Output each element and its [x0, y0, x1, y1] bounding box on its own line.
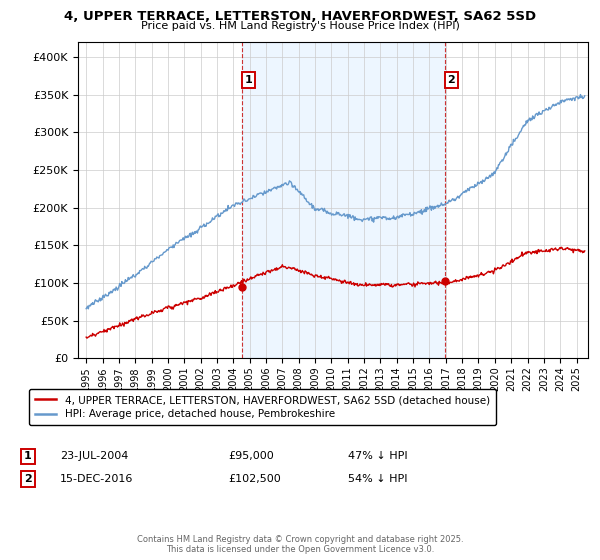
- Text: 1: 1: [24, 451, 32, 461]
- Text: 15-DEC-2016: 15-DEC-2016: [60, 474, 133, 484]
- Text: 1: 1: [245, 75, 253, 85]
- Text: £102,500: £102,500: [228, 474, 281, 484]
- Legend: 4, UPPER TERRACE, LETTERSTON, HAVERFORDWEST, SA62 5SD (detached house), HPI: Ave: 4, UPPER TERRACE, LETTERSTON, HAVERFORDW…: [29, 389, 496, 426]
- Text: £95,000: £95,000: [228, 451, 274, 461]
- Text: 47% ↓ HPI: 47% ↓ HPI: [348, 451, 407, 461]
- Text: 2: 2: [24, 474, 32, 484]
- Text: 23-JUL-2004: 23-JUL-2004: [60, 451, 128, 461]
- Text: 2: 2: [448, 75, 455, 85]
- Text: Contains HM Land Registry data © Crown copyright and database right 2025.
This d: Contains HM Land Registry data © Crown c…: [137, 535, 463, 554]
- Text: 54% ↓ HPI: 54% ↓ HPI: [348, 474, 407, 484]
- Text: 4, UPPER TERRACE, LETTERSTON, HAVERFORDWEST, SA62 5SD: 4, UPPER TERRACE, LETTERSTON, HAVERFORDW…: [64, 10, 536, 23]
- Text: Price paid vs. HM Land Registry's House Price Index (HPI): Price paid vs. HM Land Registry's House …: [140, 21, 460, 31]
